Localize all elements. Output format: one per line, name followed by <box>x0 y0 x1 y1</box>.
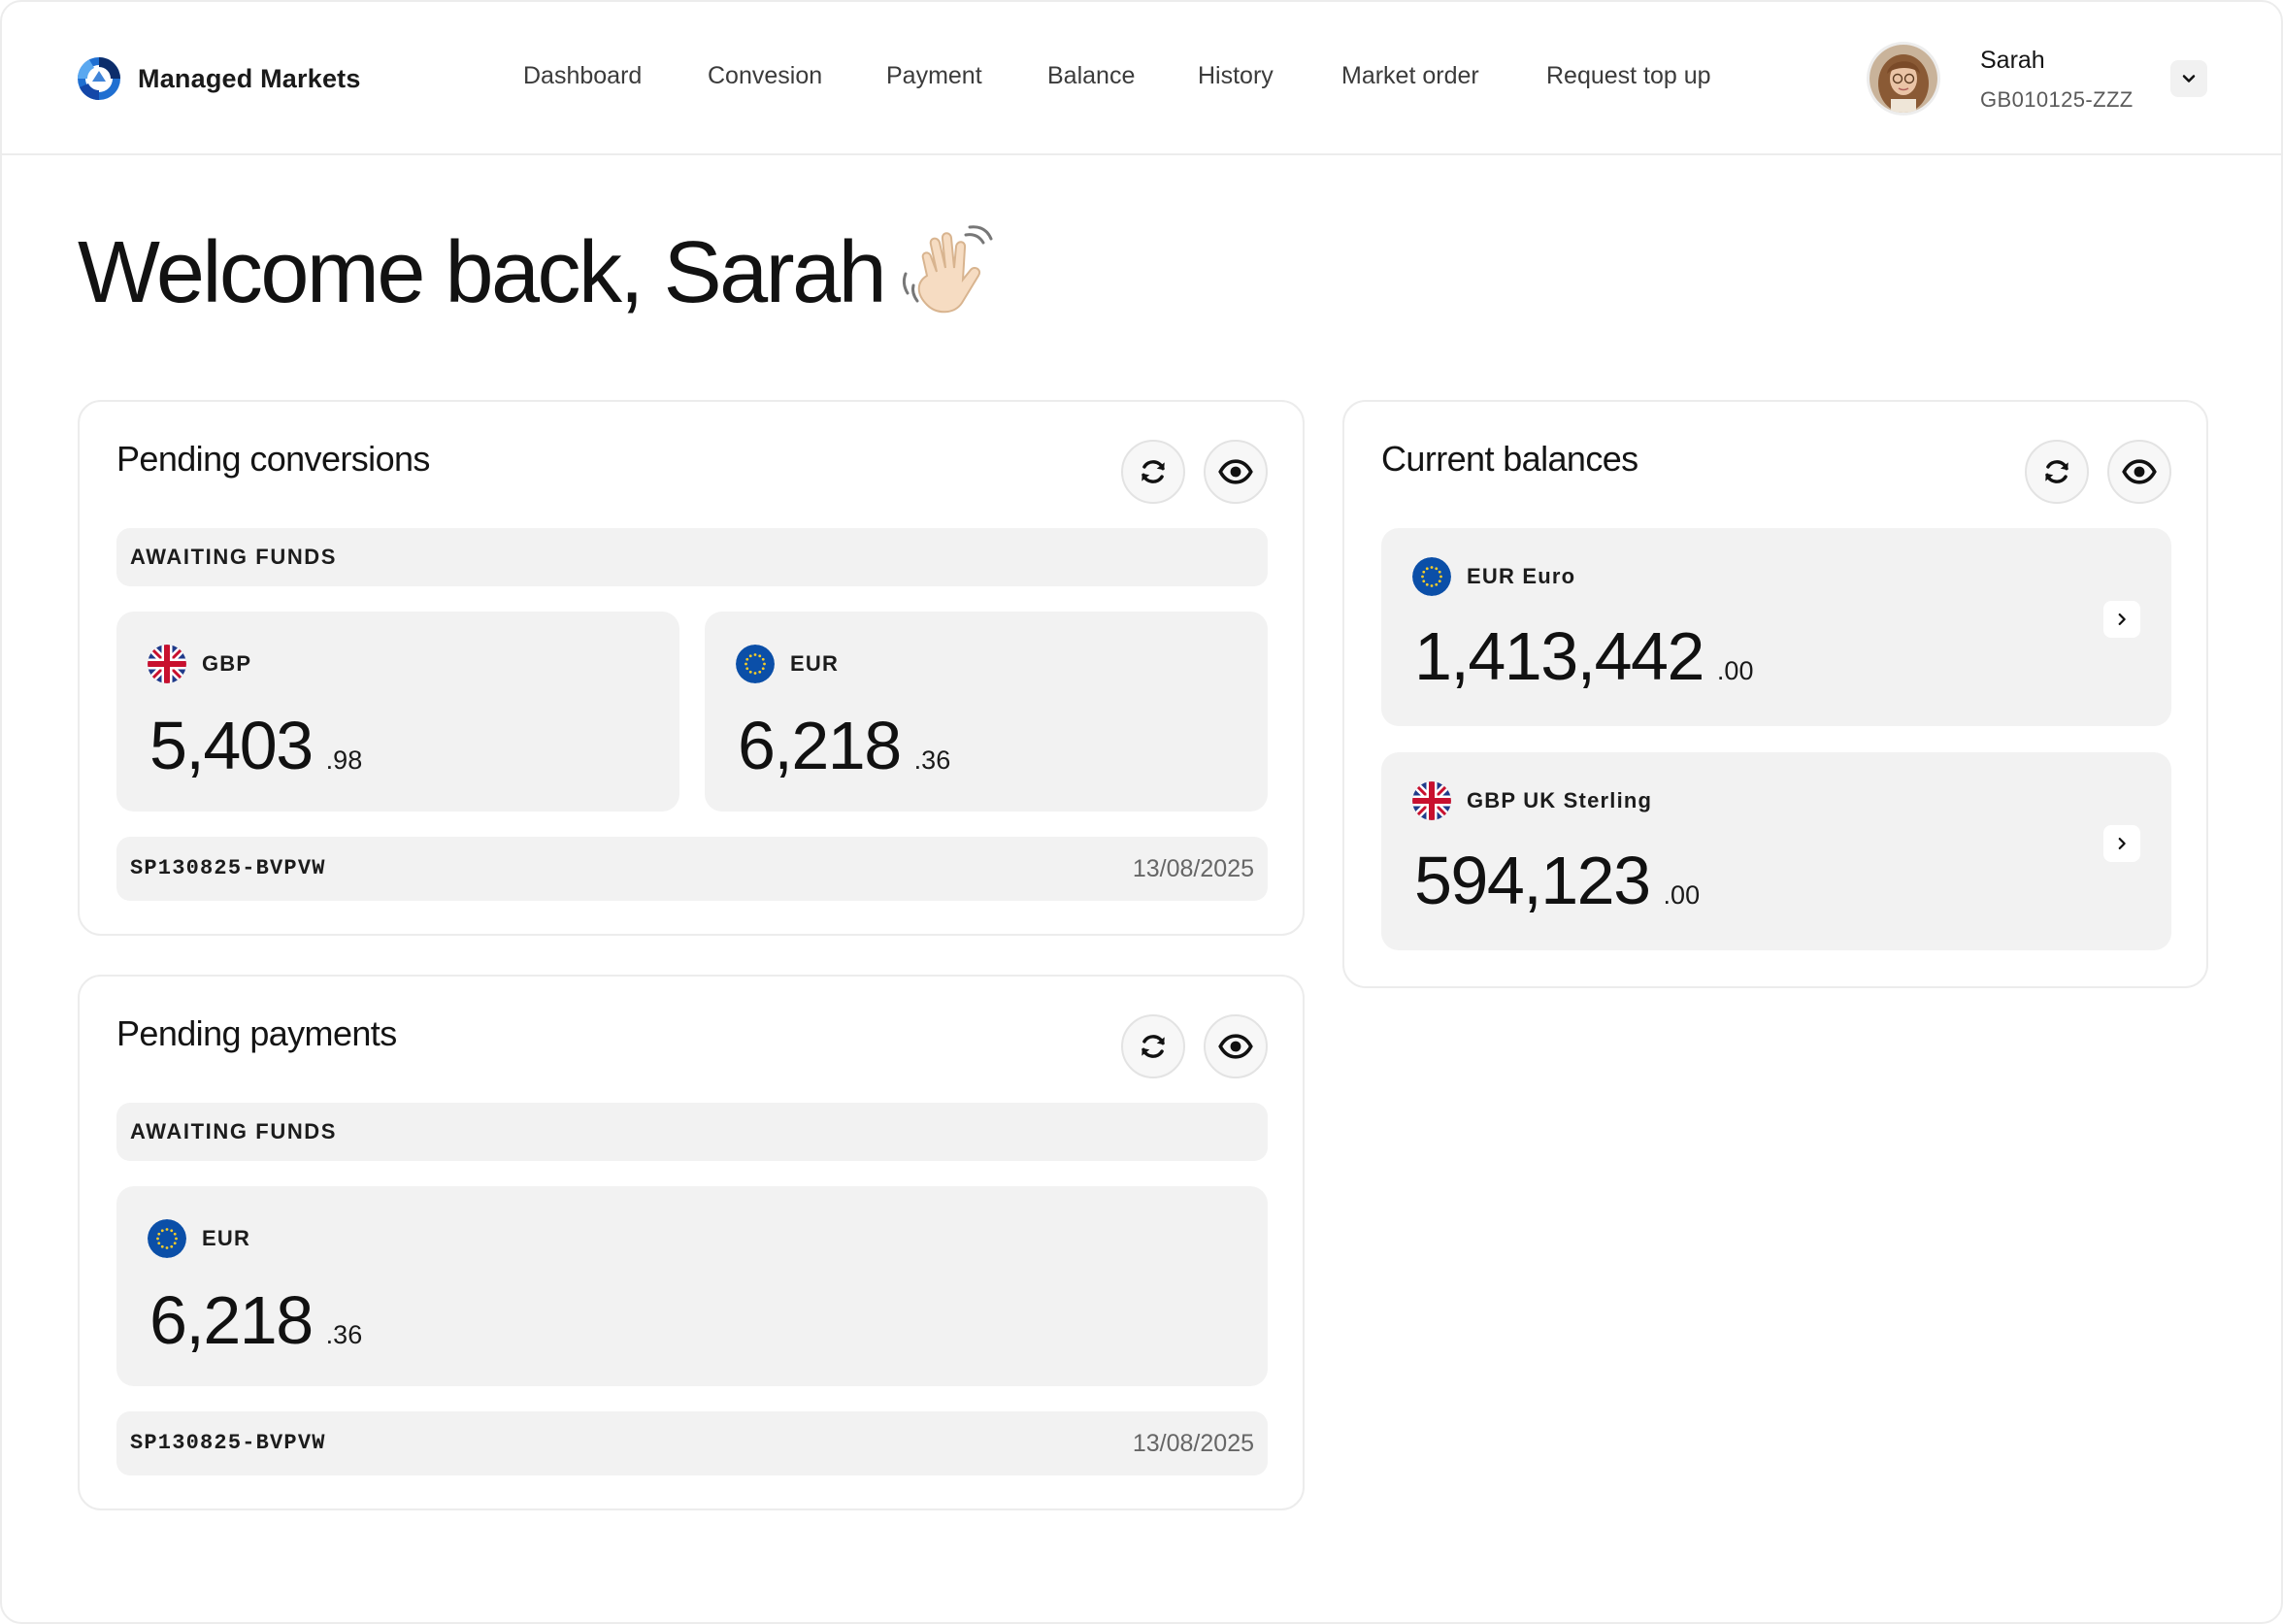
status-badge: AWAITING FUNDS <box>116 1103 1268 1161</box>
eu-flag-icon <box>736 645 775 683</box>
status-badge: AWAITING FUNDS <box>116 528 1268 586</box>
currency-code: EUR <box>202 1226 251 1250</box>
refresh-icon <box>1138 1031 1169 1062</box>
visibility-button[interactable] <box>1204 1014 1268 1078</box>
pending-conversions-card: Pending conversions AWAITING FUNDS GBP 5… <box>78 400 1305 936</box>
amount-decimal: .98 <box>325 746 363 775</box>
reference-bar[interactable]: SP130825-BVPVW 13/08/2025 <box>116 1411 1268 1475</box>
conversion-amount-gbp[interactable]: GBP 5,403 .98 <box>116 612 679 812</box>
amount-decimal: .36 <box>913 746 951 775</box>
open-balance-button[interactable] <box>2103 601 2140 638</box>
amount-decimal: .00 <box>1663 880 1701 910</box>
balance-gbp[interactable]: GBP UK Sterling 594,123 .00 <box>1381 752 2171 950</box>
card-title: Current balances <box>1381 439 1638 479</box>
eye-icon <box>2122 454 2157 489</box>
eu-flag-icon <box>1412 557 1451 596</box>
reference-date: 13/08/2025 <box>1132 1430 1254 1457</box>
pending-payments-card: Pending payments AWAITING FUNDS EUR 6,21… <box>78 975 1305 1510</box>
refresh-icon <box>1138 456 1169 487</box>
refresh-button[interactable] <box>2025 440 2089 504</box>
user-account-id: GB010125-ZZZ <box>1980 87 2134 112</box>
card-title: Pending conversions <box>116 439 430 479</box>
refresh-button[interactable] <box>1121 1014 1185 1078</box>
chevron-right-icon <box>2113 611 2131 628</box>
currency-code: EUR <box>790 651 840 676</box>
amount-value: 6,218 <box>149 1282 314 1358</box>
amount-value: 594,123 <box>1414 843 1651 918</box>
balance-eur[interactable]: EUR Euro 1,413,442 .00 <box>1381 528 2171 726</box>
open-balance-button[interactable] <box>2103 825 2140 862</box>
nav-balance[interactable]: Balance <box>1047 62 1136 89</box>
current-balances-card: Current balances EUR Euro 1,413,442 .00 … <box>1342 400 2208 988</box>
refresh-button[interactable] <box>1121 440 1185 504</box>
visibility-button[interactable] <box>1204 440 1268 504</box>
nav-payment[interactable]: Payment <box>886 62 982 89</box>
amount-value: 5,403 <box>149 708 314 783</box>
currency-code: GBP <box>202 651 252 676</box>
amount-value: 6,218 <box>738 708 902 783</box>
eye-icon <box>1218 454 1253 489</box>
nav-dashboard[interactable]: Dashboard <box>523 62 643 89</box>
user-menu-button[interactable] <box>2170 60 2207 97</box>
avatar[interactable] <box>1869 45 1937 113</box>
currency-name: EUR Euro <box>1467 564 1576 588</box>
reference-date: 13/08/2025 <box>1132 855 1254 882</box>
chevron-down-icon <box>2182 75 2196 83</box>
uk-flag-icon <box>1412 781 1451 820</box>
amount-decimal: .36 <box>325 1320 363 1349</box>
chevron-right-icon <box>2113 835 2131 852</box>
user-photo <box>1869 45 1937 113</box>
conversion-amount-eur[interactable]: EUR 6,218 .36 <box>705 612 1268 812</box>
brand-name: Managed Markets <box>138 63 361 93</box>
eye-icon <box>1218 1029 1253 1064</box>
uk-flag-icon <box>148 645 186 683</box>
amount-value: 1,413,442 <box>1414 618 1704 694</box>
welcome-text: Welcome back, Sarah <box>78 224 887 321</box>
eu-flag-icon <box>148 1219 186 1258</box>
reference-id: SP130825-BVPVW <box>130 856 326 880</box>
waving-hand-icon <box>903 224 993 313</box>
visibility-button[interactable] <box>2107 440 2171 504</box>
user-name: Sarah <box>1980 47 2045 74</box>
brand[interactable]: Managed Markets <box>76 54 361 103</box>
currency-name: GBP UK Sterling <box>1467 788 1653 812</box>
reference-id: SP130825-BVPVW <box>130 1431 326 1455</box>
reference-bar[interactable]: SP130825-BVPVW 13/08/2025 <box>116 837 1268 901</box>
top-header: Managed Markets Dashboard Convesion Paym… <box>2 2 2281 155</box>
nav-market-order[interactable]: Market order <box>1341 62 1479 89</box>
refresh-icon <box>2041 456 2072 487</box>
nav-request-top-up[interactable]: Request top up <box>1546 62 1711 89</box>
managed-markets-logo <box>78 57 120 100</box>
amount-decimal: .00 <box>1716 656 1754 685</box>
payment-amount-eur[interactable]: EUR 6,218 .36 <box>116 1186 1268 1386</box>
card-title: Pending payments <box>116 1013 397 1053</box>
nav-conversion[interactable]: Convesion <box>708 62 823 89</box>
nav-history[interactable]: History <box>1198 62 1274 89</box>
welcome-heading: Welcome back, Sarah <box>78 223 995 323</box>
